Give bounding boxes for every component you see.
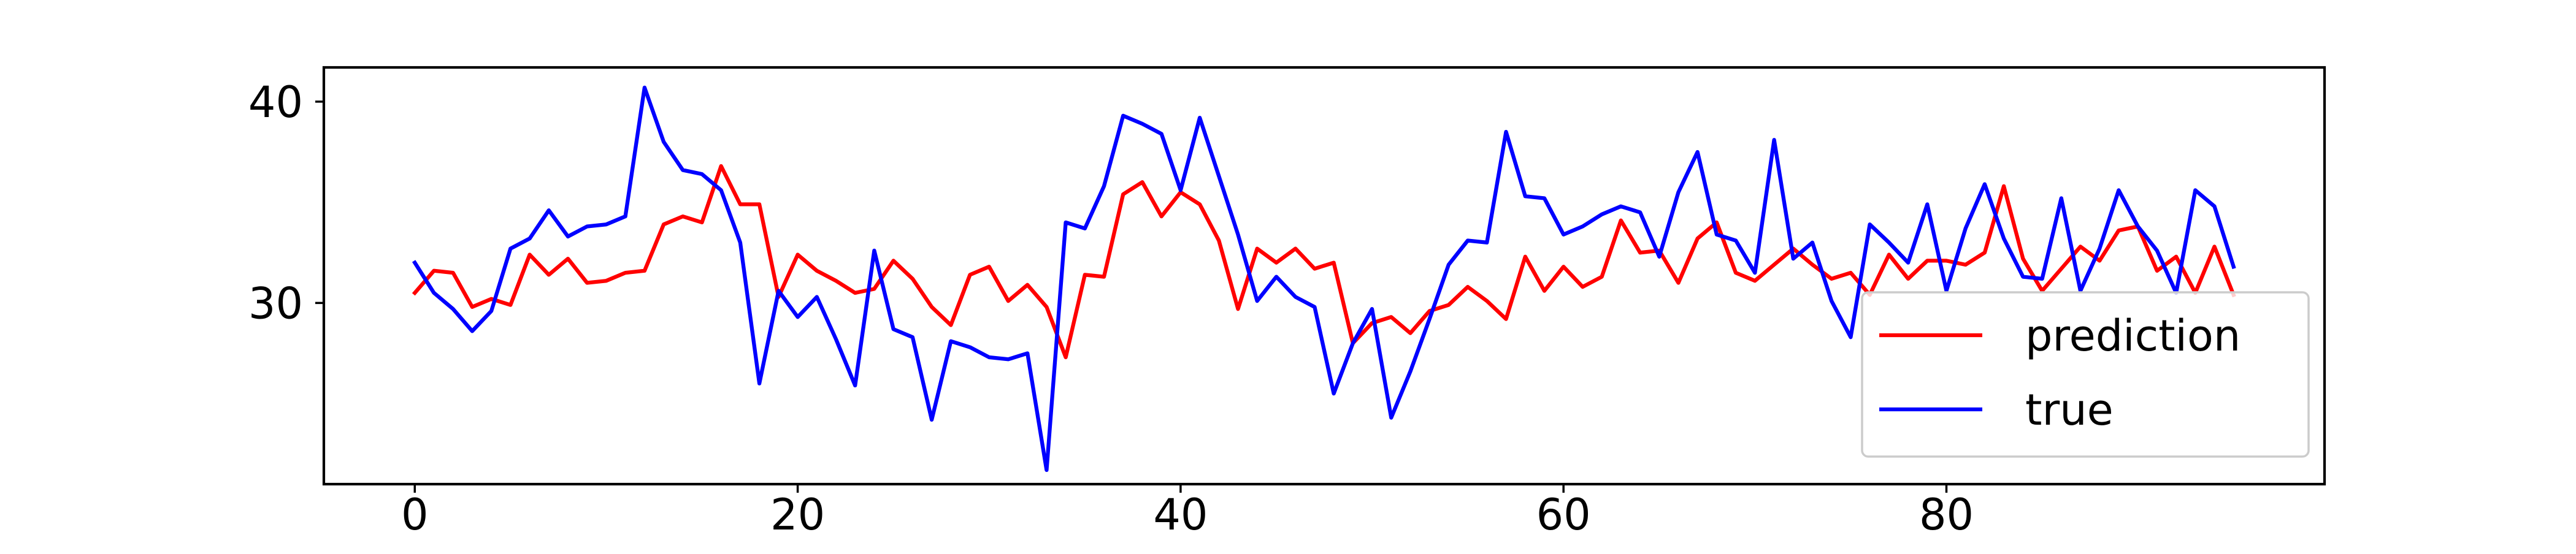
x-axis: 0 20 40 60 80 — [401, 484, 1974, 540]
x-tick-label: 40 — [1153, 490, 1208, 540]
legend-label-true: true — [2025, 385, 2114, 435]
y-tick-label: 40 — [248, 77, 303, 127]
legend: prediction true — [1861, 291, 2310, 458]
plot-frame — [322, 66, 2326, 486]
x-tick-label: 0 — [401, 490, 429, 540]
x-tick-label: 80 — [1919, 490, 1974, 540]
plot-lines — [412, 85, 2236, 472]
y-axis: 30 40 — [248, 77, 324, 328]
y-tick-label: 30 — [248, 278, 303, 328]
x-tick-label: 60 — [1536, 490, 1591, 540]
series-line-true — [412, 85, 2236, 472]
legend-label-prediction: prediction — [2025, 311, 2241, 361]
series-line-prediction — [412, 164, 2236, 360]
x-tick-label: 20 — [770, 490, 825, 540]
